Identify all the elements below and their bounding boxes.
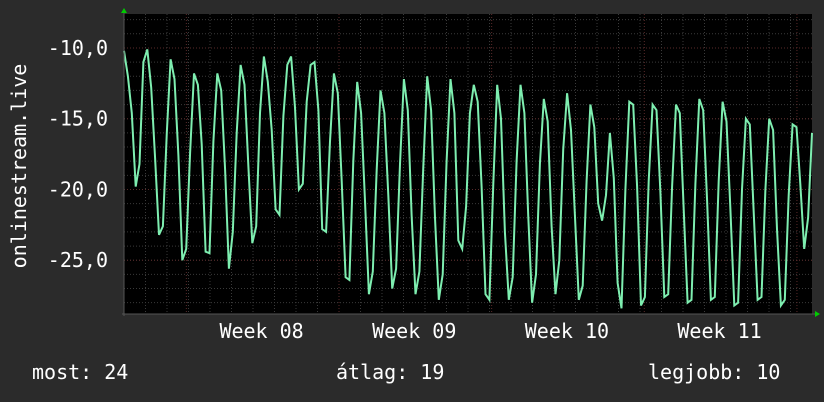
x-tick-label: Week 08	[219, 319, 303, 343]
x-axis-arrow	[815, 311, 820, 317]
x-tick-label: Week 09	[372, 319, 456, 343]
y-tick-label: -25,0	[48, 248, 108, 272]
x-tick-label: Week 11	[677, 319, 761, 343]
y-tick-label: -10,0	[48, 36, 108, 60]
y-tick-label: -20,0	[48, 177, 108, 201]
y-axis-label: onlinestream.live	[7, 64, 31, 269]
average-value: átlag: 19	[336, 360, 445, 384]
x-tick-label: Week 10	[525, 319, 609, 343]
best-value: legjobb: 10	[648, 360, 781, 384]
series-line	[123, 49, 813, 309]
current-value: most: 24	[32, 360, 129, 384]
x-axis-ticks: Week 08 Week 09 Week 10 Week 11	[219, 319, 761, 343]
line-chart: -10,0-15,0-20,0-25,0 Week 08 Week 09 Week …	[7, 8, 820, 343]
y-axis-arrow	[121, 8, 127, 13]
y-tick-label: -15,0	[48, 107, 108, 131]
y-axis-ticks: -10,0 -15,0 -20,0 -25,0	[48, 36, 108, 272]
